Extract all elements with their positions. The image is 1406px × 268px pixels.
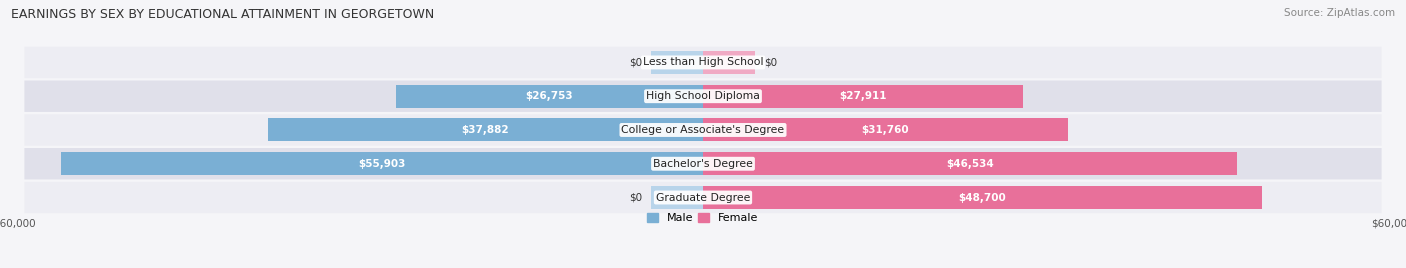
Text: Bachelor's Degree: Bachelor's Degree xyxy=(652,159,754,169)
Bar xyxy=(703,85,1024,108)
Text: $27,911: $27,911 xyxy=(839,91,887,101)
Bar xyxy=(703,51,755,74)
Text: $0: $0 xyxy=(628,57,643,68)
FancyBboxPatch shape xyxy=(24,80,1382,112)
Bar xyxy=(703,186,1263,209)
Bar xyxy=(269,118,703,142)
Text: High School Diploma: High School Diploma xyxy=(647,91,759,101)
Bar xyxy=(703,118,1067,142)
Text: $55,903: $55,903 xyxy=(359,159,406,169)
Text: Less than High School: Less than High School xyxy=(643,57,763,68)
Bar xyxy=(703,152,1237,175)
FancyBboxPatch shape xyxy=(24,182,1382,213)
Bar xyxy=(396,85,703,108)
Text: $0: $0 xyxy=(628,192,643,203)
FancyBboxPatch shape xyxy=(24,47,1382,78)
Text: Source: ZipAtlas.com: Source: ZipAtlas.com xyxy=(1284,8,1395,18)
FancyBboxPatch shape xyxy=(24,148,1382,180)
Bar xyxy=(60,152,703,175)
Text: $31,760: $31,760 xyxy=(862,125,910,135)
Legend: Male, Female: Male, Female xyxy=(643,209,763,228)
Text: Graduate Degree: Graduate Degree xyxy=(655,192,751,203)
Text: $48,700: $48,700 xyxy=(959,192,1007,203)
Text: $0: $0 xyxy=(763,57,778,68)
Text: $26,753: $26,753 xyxy=(526,91,574,101)
Text: $37,882: $37,882 xyxy=(461,125,509,135)
FancyBboxPatch shape xyxy=(24,114,1382,146)
Text: EARNINGS BY SEX BY EDUCATIONAL ATTAINMENT IN GEORGETOWN: EARNINGS BY SEX BY EDUCATIONAL ATTAINMEN… xyxy=(11,8,434,21)
Text: College or Associate's Degree: College or Associate's Degree xyxy=(621,125,785,135)
Text: $46,534: $46,534 xyxy=(946,159,994,169)
Bar xyxy=(651,186,703,209)
Bar xyxy=(651,51,703,74)
